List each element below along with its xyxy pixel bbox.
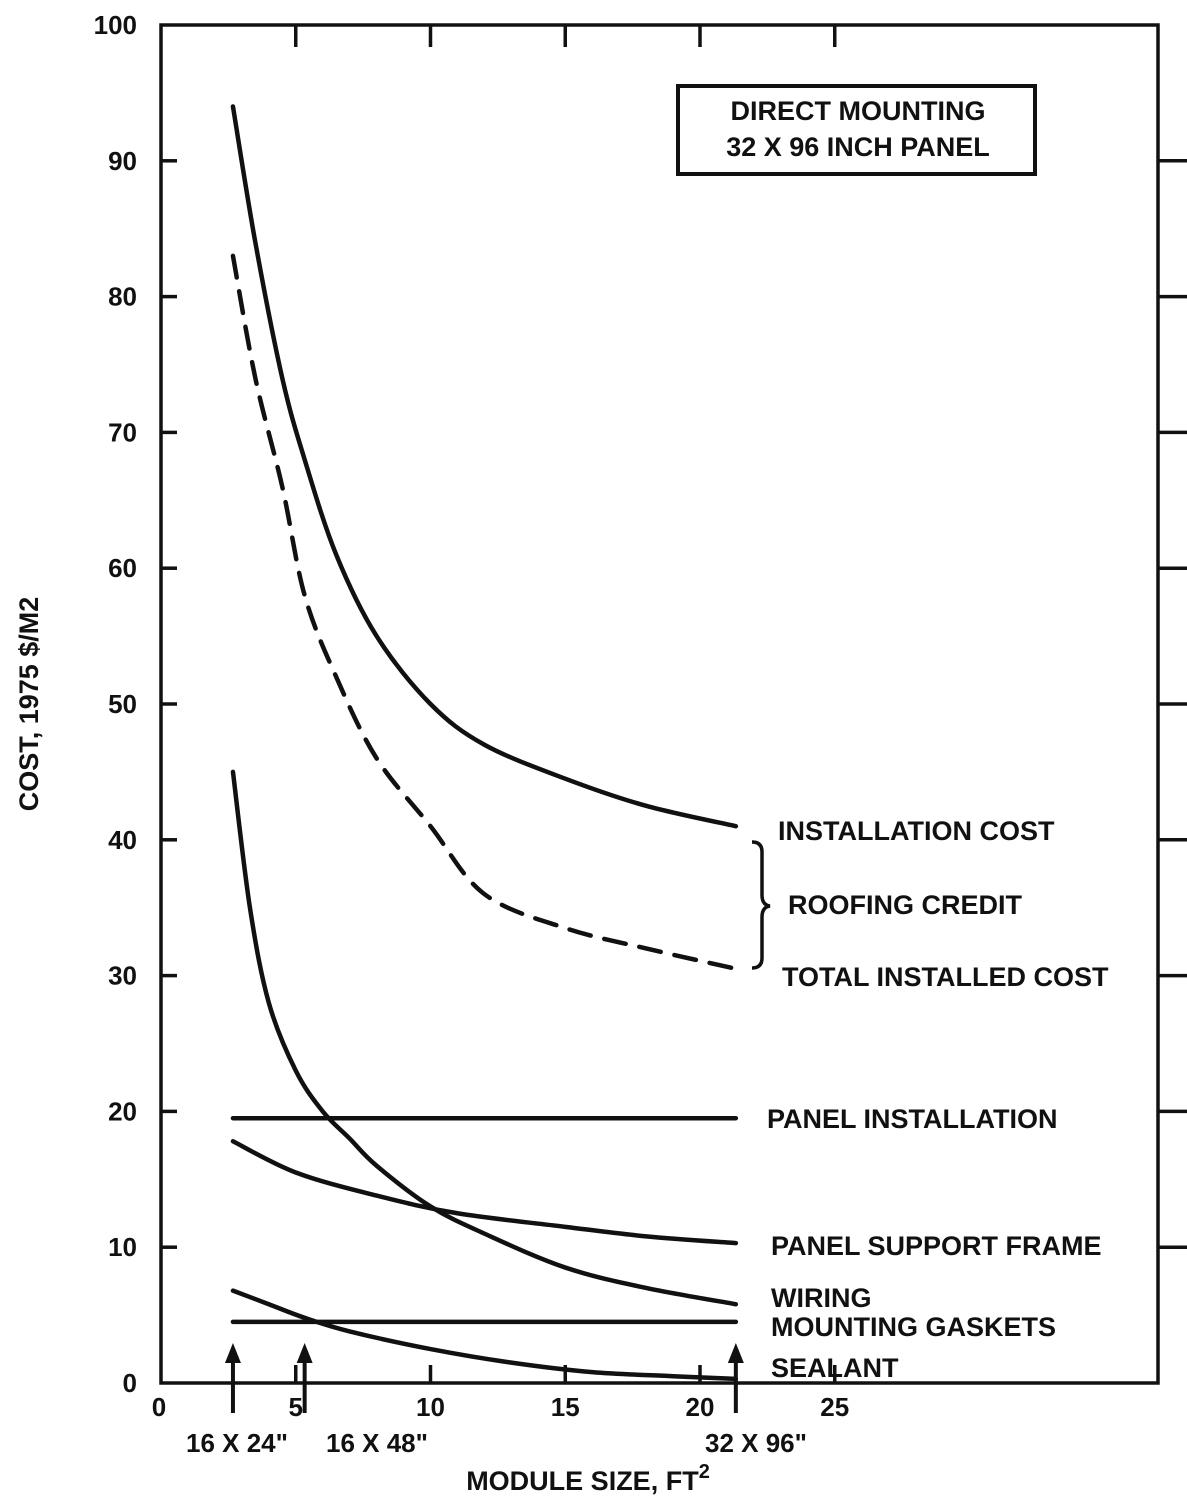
series-line-panel-support-frame <box>230 1139 739 1246</box>
x-tick-label: 25 <box>820 1392 849 1422</box>
y-tick-label: 10 <box>108 1232 137 1262</box>
y-tick-label: 50 <box>108 689 137 719</box>
y-tick-label: 30 <box>108 961 137 991</box>
series-label-installation-cost: INSTALLATION COST <box>778 816 1055 846</box>
y-tick-label: 20 <box>108 1096 137 1126</box>
y-tick-label: 100 <box>94 10 137 40</box>
series-label-sealant: SEALANT <box>771 1353 899 1383</box>
x-tick-label: 20 <box>686 1392 715 1422</box>
y-tick-label: 90 <box>108 146 137 176</box>
series-line-installation-cost <box>230 104 739 829</box>
module-marker-label: 16 X 48" <box>326 1428 428 1458</box>
y-tick-label: 40 <box>108 825 137 855</box>
series <box>230 104 739 1382</box>
ticks: 0 10 20 30 40 50 60 70 80 90 100 0 5 10 15 20 25 <box>94 10 1187 1422</box>
roofing-credit-brace <box>751 840 771 970</box>
module-marker-arrowhead <box>296 1343 313 1363</box>
x-axis-title: MODULE SIZE, FT2 <box>466 1461 710 1496</box>
series-labels: INSTALLATION COST TOTAL INSTALLED COST PAN… <box>767 816 1109 1383</box>
x-tick-label: 10 <box>416 1392 445 1422</box>
module-marker-label: 16 X 24" <box>186 1428 288 1458</box>
series-line-wiring <box>230 769 739 1307</box>
annotation-box-line2: 32 X 96 INCH PANEL <box>726 132 990 162</box>
y-tick-label: 0 <box>123 1368 137 1398</box>
y-axis-title: COST, 1975 $/M2 <box>14 597 44 812</box>
annotation-box: DIRECT MOUNTING 32 X 96 INCH PANEL <box>676 84 1037 176</box>
series-line-total-installed-cost <box>230 253 739 972</box>
x-tick-label: 0 <box>152 1392 166 1422</box>
series-label-panel-support-frame: PANEL SUPPORT FRAME <box>771 1231 1102 1261</box>
module-markers: 16 X 24" 16 X 48" 32 X 96" <box>186 1343 807 1458</box>
series-line-sealant <box>230 1288 739 1382</box>
roofing-credit-label: ROOFING CREDIT <box>788 890 1023 920</box>
x-tick-label: 15 <box>551 1392 580 1422</box>
x-tick-label: 5 <box>289 1392 303 1422</box>
annotation-box-frame <box>676 84 1037 176</box>
series-label-total-installed-cost: TOTAL INSTALLED COST <box>782 962 1109 992</box>
series-label-panel-installation: PANEL INSTALLATION <box>767 1104 1058 1134</box>
y-tick-label: 80 <box>108 282 137 312</box>
series-label-wiring: WIRING <box>771 1283 872 1313</box>
series-label-mounting-gaskets: MOUNTING GASKETS <box>771 1312 1056 1342</box>
module-marker-arrowhead <box>727 1343 744 1363</box>
x-axis-title-text: MODULE SIZE, FT <box>466 1466 699 1496</box>
module-marker-label: 32 X 96" <box>705 1428 807 1458</box>
y-tick-label: 70 <box>108 417 137 447</box>
x-axis-title-superscript: 2 <box>699 1461 710 1483</box>
y-tick-label: 60 <box>108 553 137 583</box>
annotation-box-line1: DIRECT MOUNTING <box>731 96 986 126</box>
module-marker-arrowhead <box>224 1343 241 1363</box>
